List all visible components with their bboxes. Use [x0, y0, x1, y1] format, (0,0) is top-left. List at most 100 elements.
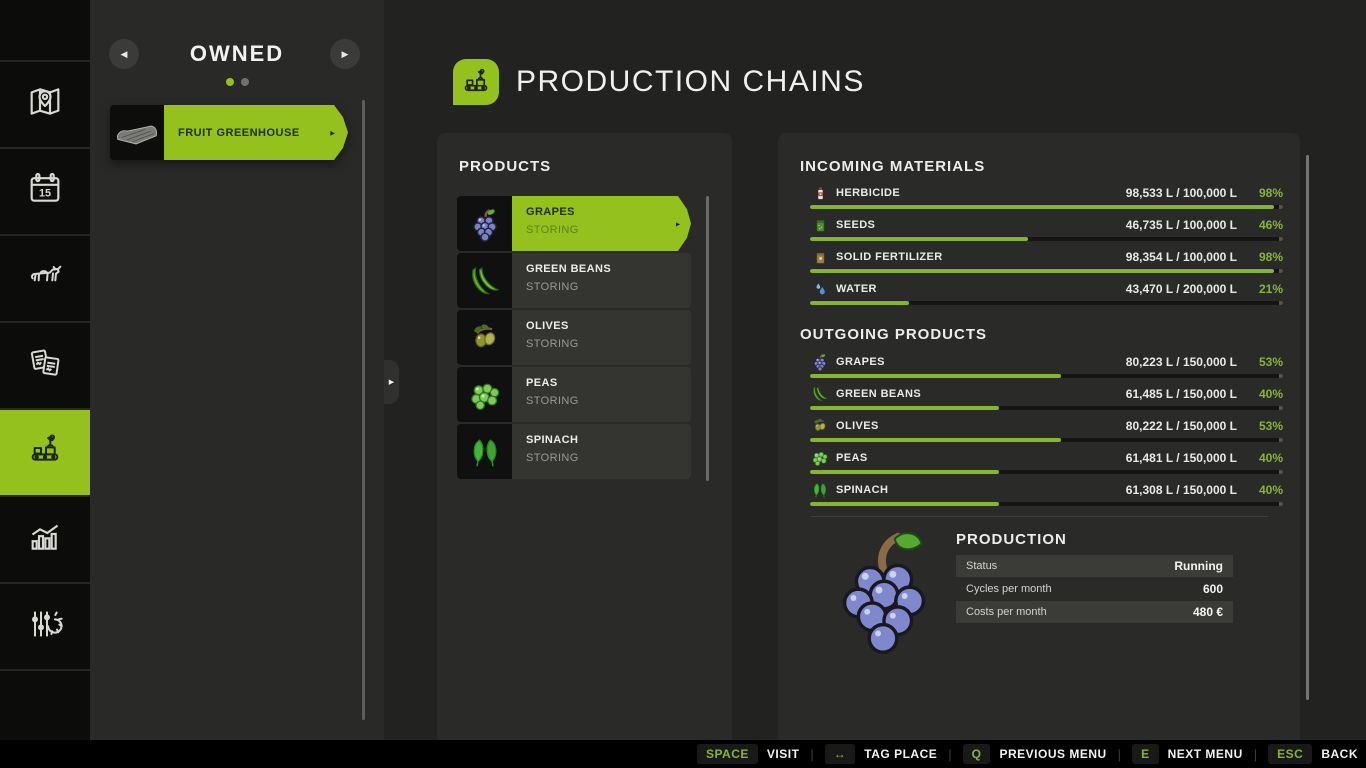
green-beans-icon [810, 375, 830, 413]
owned-item[interactable]: FRUIT GREENHOUSE ▸ [110, 105, 348, 160]
details-scrollbar[interactable] [1306, 155, 1309, 700]
sidebar-item-production-chains[interactable]: ▸ [0, 408, 99, 495]
bar-row-line: OLIVES 80,222 L / 150,000 L 53% [810, 416, 1283, 436]
hotkey-visit[interactable]: SPACE VISIT [696, 744, 799, 764]
product-item-grapes[interactable]: GRAPES STORING ▸ [457, 196, 691, 251]
progress-bar [810, 502, 1283, 506]
production-stat-value: 600 [1202, 582, 1223, 596]
outgoing-row-olives: OLIVES 80,222 L / 150,000 L 53% [810, 416, 1283, 448]
owned-title: OWNED [189, 41, 285, 66]
owned-prev-button[interactable]: ◀ [109, 39, 139, 69]
progress-bar-fill [810, 269, 1274, 273]
fill-percentage: 53% [1258, 419, 1283, 433]
sidebar-item-finances[interactable] [0, 321, 90, 408]
fill-percentage: 98% [1258, 250, 1283, 264]
fill-percentage: 40% [1258, 387, 1283, 401]
bar-row-line: WATER 43,470 L / 200,000 L 21% [810, 279, 1283, 299]
production-stat-label: Costs per month [966, 606, 1047, 618]
owned-scrollbar[interactable] [362, 100, 365, 720]
production-section-title: PRODUCTION [956, 531, 1067, 548]
product-list: GRAPES STORING ▸ GREEN BEANS STORING ▸ OLIVES S… [457, 196, 691, 481]
panel-expander-button[interactable]: ▶ [384, 360, 399, 404]
owned-panel: ◀ OWNED ▶ FRUIT GREENHOUSE ▸ [90, 0, 384, 740]
divider [810, 516, 1268, 517]
products-scrollbar[interactable] [706, 196, 709, 481]
progress-bar-fill [810, 301, 910, 305]
outgoing-products-title: OUTGOING PRODUCTS [800, 326, 988, 343]
arrow-right-icon: ▶ [341, 48, 349, 59]
fill-percentage: 21% [1258, 282, 1283, 296]
sidebar-item-statistics[interactable] [0, 495, 90, 582]
sidebar-spacer [0, 0, 90, 60]
progress-bar-fill [810, 205, 1274, 209]
hotkey-previous-menu[interactable]: Q PREVIOUS MENU [962, 744, 1107, 764]
fill-percentage: 98% [1258, 186, 1283, 200]
bar-row-line: SPINACH 61,308 L / 150,000 L 40% [810, 480, 1283, 500]
product-status: STORING [526, 452, 579, 464]
peas-icon [810, 439, 830, 477]
sidebar-item-settings[interactable] [0, 582, 90, 669]
progress-bar [810, 438, 1283, 442]
owned-item-label: FRUIT GREENHOUSE ▸ [164, 105, 348, 160]
product-name: PEAS [526, 377, 558, 389]
fill-level-value: 98,354 L / 100,000 L [1125, 250, 1237, 264]
sidebar-item-calendar[interactable]: 15 [0, 147, 90, 234]
hotkey-tag-place[interactable]: ↔ TAG PLACE [824, 744, 937, 764]
fill-level-value: 61,481 L / 150,000 L [1125, 451, 1237, 465]
production-stat-row: Costs per month 480 € [956, 601, 1233, 623]
selected-arrow-icon: ▸ [675, 219, 680, 228]
bar-row-line: GRAPES 80,223 L / 150,000 L 53% [810, 352, 1283, 372]
olives-icon [810, 407, 830, 445]
hotkey-bar: SPACE VISIT | ↔ TAG PLACE | Q PREVIOUS MENU | E NE… [0, 740, 1366, 768]
bar-row-line: PEAS 61,481 L / 150,000 L 40% [810, 448, 1283, 468]
product-item-info: GRAPES STORING ▸ [512, 196, 691, 251]
product-status: STORING [526, 281, 579, 293]
svg-text:15: 15 [39, 188, 51, 200]
owned-page-dot-2[interactable] [240, 78, 249, 86]
owned-next-button[interactable]: ▶ [330, 39, 360, 69]
space-key: SPACE [696, 744, 758, 764]
fill-type-name: HERBICIDE [836, 187, 901, 199]
hotkey-back[interactable]: ESC BACK [1268, 744, 1358, 764]
sidebar: 15 ▸ [0, 0, 99, 740]
fill-type-name: GRAPES [836, 356, 885, 368]
bar-row-line: SOLID FERTILIZER 98,354 L / 100,000 L 98% [810, 247, 1283, 267]
fill-percentage: 40% [1258, 483, 1283, 497]
progress-bar [810, 406, 1283, 410]
calendar-icon: 15 [25, 169, 65, 214]
animals-icon [25, 256, 65, 301]
progress-bar [810, 205, 1283, 209]
owned-page-dot-1[interactable] [225, 78, 234, 86]
hotkey-label: NEXT MENU [1167, 747, 1243, 761]
arrow-right-icon: ▶ [388, 379, 395, 386]
hotkey-label: BACK [1321, 747, 1358, 761]
hotkey-separator: | [1117, 746, 1122, 762]
hotkey-label: PREVIOUS MENU [999, 747, 1107, 761]
grapes-icon [457, 196, 512, 251]
progress-bar-fill [810, 502, 1000, 506]
statistics-icon [25, 517, 65, 562]
outgoing-row-grapes: GRAPES 80,223 L / 150,000 L 53% [810, 352, 1283, 384]
product-name: SPINACH [526, 434, 579, 446]
progress-bar [810, 470, 1283, 474]
settings-icon [25, 604, 65, 649]
progress-bar-fill [810, 237, 1028, 241]
incoming-materials-list: HERBICIDE 98,533 L / 100,000 L 98% SEEDS 46,… [810, 183, 1283, 311]
e-key: E [1132, 744, 1159, 764]
hotkey-separator: | [1253, 746, 1258, 762]
olives-icon [457, 310, 512, 365]
product-status: STORING [526, 338, 579, 350]
sidebar-item-map[interactable] [0, 60, 90, 147]
fill-level-value: 80,223 L / 150,000 L [1125, 355, 1237, 369]
products-panel-title: PRODUCTS [459, 158, 552, 175]
sidebar-item-animals[interactable] [0, 234, 90, 321]
hotkey-next-menu[interactable]: E NEXT MENU [1132, 744, 1243, 764]
water-icon [810, 281, 830, 298]
finances-icon [25, 343, 65, 388]
